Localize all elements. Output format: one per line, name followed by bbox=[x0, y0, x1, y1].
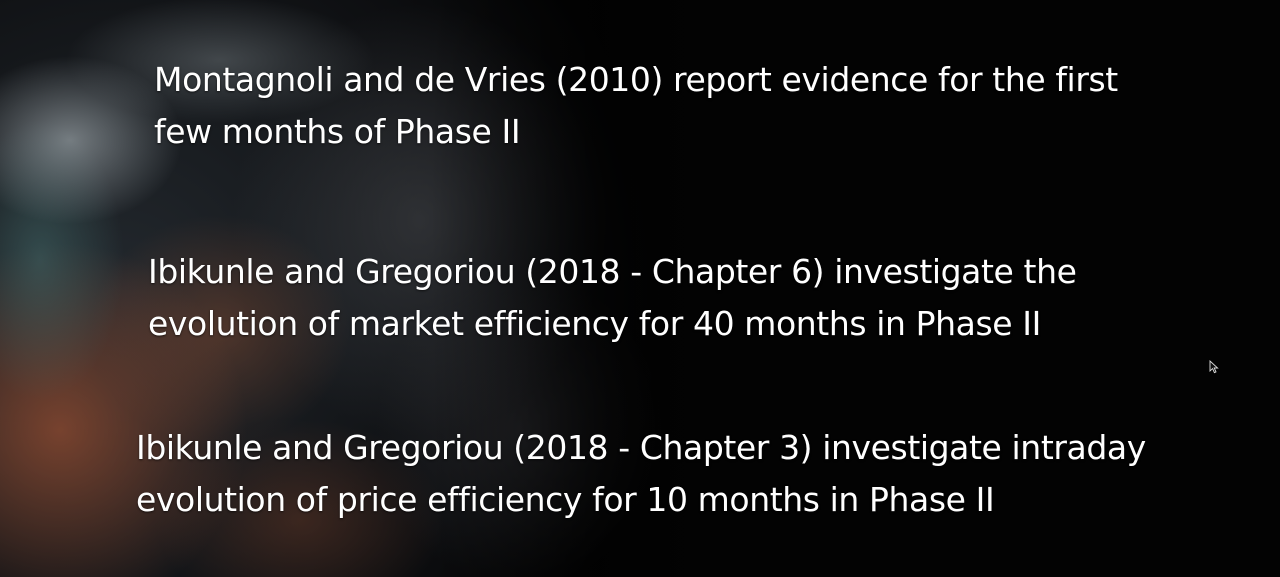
paragraph-line: evolution of price efficiency for 10 mon… bbox=[136, 480, 995, 519]
paragraph-line: Ibikunle and Gregoriou (2018 - Chapter 6… bbox=[148, 252, 1077, 291]
paragraph-line: evolution of market efficiency for 40 mo… bbox=[148, 304, 1041, 343]
paragraph-line: few months of Phase II bbox=[154, 112, 521, 151]
paragraph-line: Ibikunle and Gregoriou (2018 - Chapter 3… bbox=[136, 428, 1146, 467]
paragraph-ibikunle-chapter-6: Ibikunle and Gregoriou (2018 - Chapter 6… bbox=[148, 246, 1077, 350]
paragraph-ibikunle-chapter-3: Ibikunle and Gregoriou (2018 - Chapter 3… bbox=[136, 422, 1146, 526]
paragraph-line: Montagnoli and de Vries (2010) report ev… bbox=[154, 60, 1118, 99]
paragraph-montagnoli: Montagnoli and de Vries (2010) report ev… bbox=[154, 54, 1118, 158]
mouse-pointer-icon bbox=[1209, 360, 1219, 374]
